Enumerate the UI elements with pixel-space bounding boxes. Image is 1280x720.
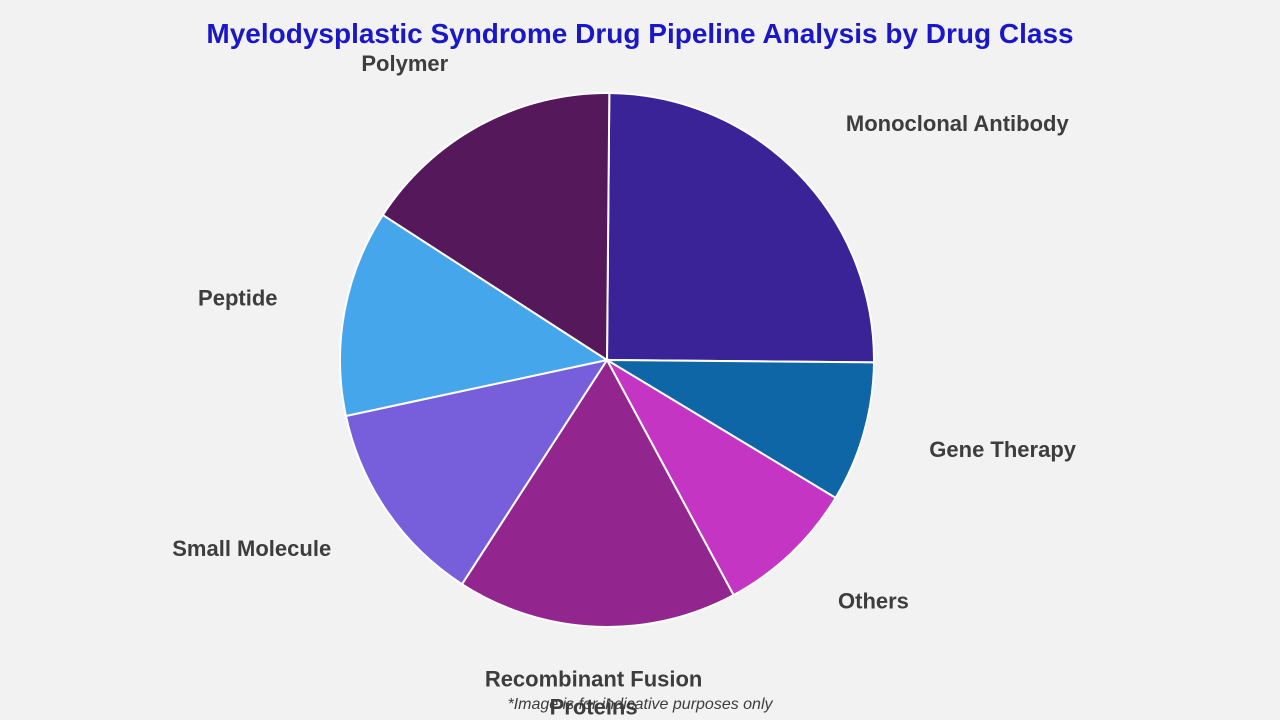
slice-label-others: Others xyxy=(838,588,909,613)
pie-slice-peptide xyxy=(339,213,610,418)
slice-label-gene-therapy: Gene Therapy xyxy=(929,437,1076,462)
pie-slice-recombinant-fusion-proteins xyxy=(460,358,735,628)
chart-title: Myelodysplastic Syndrome Drug Pipeline A… xyxy=(206,18,1074,49)
slice-label-recombinant-fusion-proteins: Recombinant Fusion Proteins xyxy=(485,667,703,720)
chart-footnote: *Image is for indicative purposes only xyxy=(507,696,773,713)
pie-slice-monoclonal-antibody xyxy=(605,92,875,364)
pie-labels: Monoclonal Antibody Gene Therapy Others Rec… xyxy=(172,51,1077,720)
pie-slice-gene-therapy xyxy=(603,358,875,500)
slice-label-monoclonal-antibody: Monoclonal Antibody xyxy=(846,111,1070,136)
slice-label-peptide: Peptide xyxy=(198,285,277,310)
pie-slice-others xyxy=(604,357,837,597)
slice-label-polymer: Polymer xyxy=(361,51,448,76)
pie-slices xyxy=(339,92,875,628)
pie-slice-small-molecule xyxy=(344,358,610,586)
pie-slice-polymer xyxy=(381,92,611,362)
slice-label-small-molecule: Small Molecule xyxy=(172,536,331,561)
